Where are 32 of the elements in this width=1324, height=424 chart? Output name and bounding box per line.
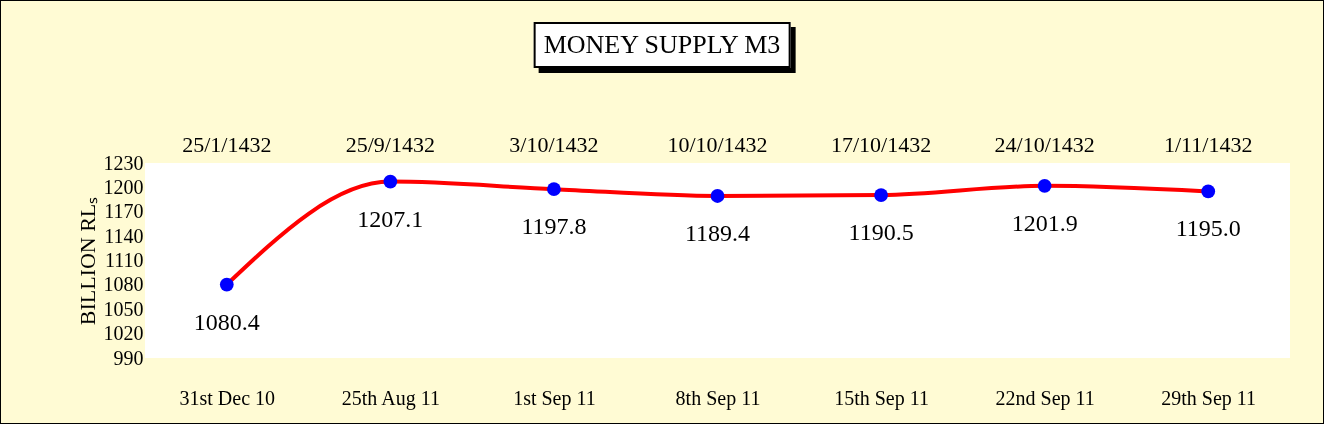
y-tick-label: 1170 xyxy=(104,200,144,223)
y-axis-title: BILLION RLₛ xyxy=(74,196,100,326)
x-tick-label: 29th Sep 11 xyxy=(1161,386,1257,410)
text: 25/1/1432 xyxy=(182,132,272,157)
y-tick-label: 1230 xyxy=(103,151,144,174)
text: 17/10/1432 xyxy=(830,132,932,157)
data-label: 1195.0 xyxy=(1175,215,1241,242)
data-label: 1207.1 xyxy=(357,205,424,232)
data-label: 1197.8 xyxy=(521,213,587,240)
data-label: 1190.5 xyxy=(848,219,914,246)
y-tick-label: 1020 xyxy=(103,322,144,345)
data-label: 1201.9 xyxy=(1011,209,1078,236)
x-tick-label: 8th Sep 11 xyxy=(675,386,761,410)
y-tick-label: 1140 xyxy=(104,224,144,247)
text: 24/10/1432 xyxy=(994,132,1095,157)
y-tick-label: 990 xyxy=(113,346,144,369)
text: 10/10/1432 xyxy=(667,132,768,157)
y-tick-label: 1050 xyxy=(103,297,144,320)
chart-title: MONEY SUPPLY M3 xyxy=(533,22,791,68)
text: 1/11/1432 xyxy=(1164,132,1253,157)
x-tick-label: 15th Sep 11 xyxy=(834,386,929,410)
x-tick-label: 1st Sep 11 xyxy=(513,386,596,410)
data-label: 1189.4 xyxy=(684,219,751,246)
y-tick-label: 1080 xyxy=(103,273,144,296)
x-tick-label: 31st Dec 10 xyxy=(179,386,276,409)
y-tick-label: 1200 xyxy=(103,175,144,198)
data-label: 1080.4 xyxy=(193,308,260,335)
x-tick-label: 22nd Sep 11 xyxy=(995,386,1095,410)
text: 25/9/1432 xyxy=(345,132,435,157)
y-tick-label: 1110 xyxy=(104,249,144,271)
text: 3/10/1432 xyxy=(509,132,599,157)
x-tick-label: 25th Aug 11 xyxy=(341,386,440,410)
